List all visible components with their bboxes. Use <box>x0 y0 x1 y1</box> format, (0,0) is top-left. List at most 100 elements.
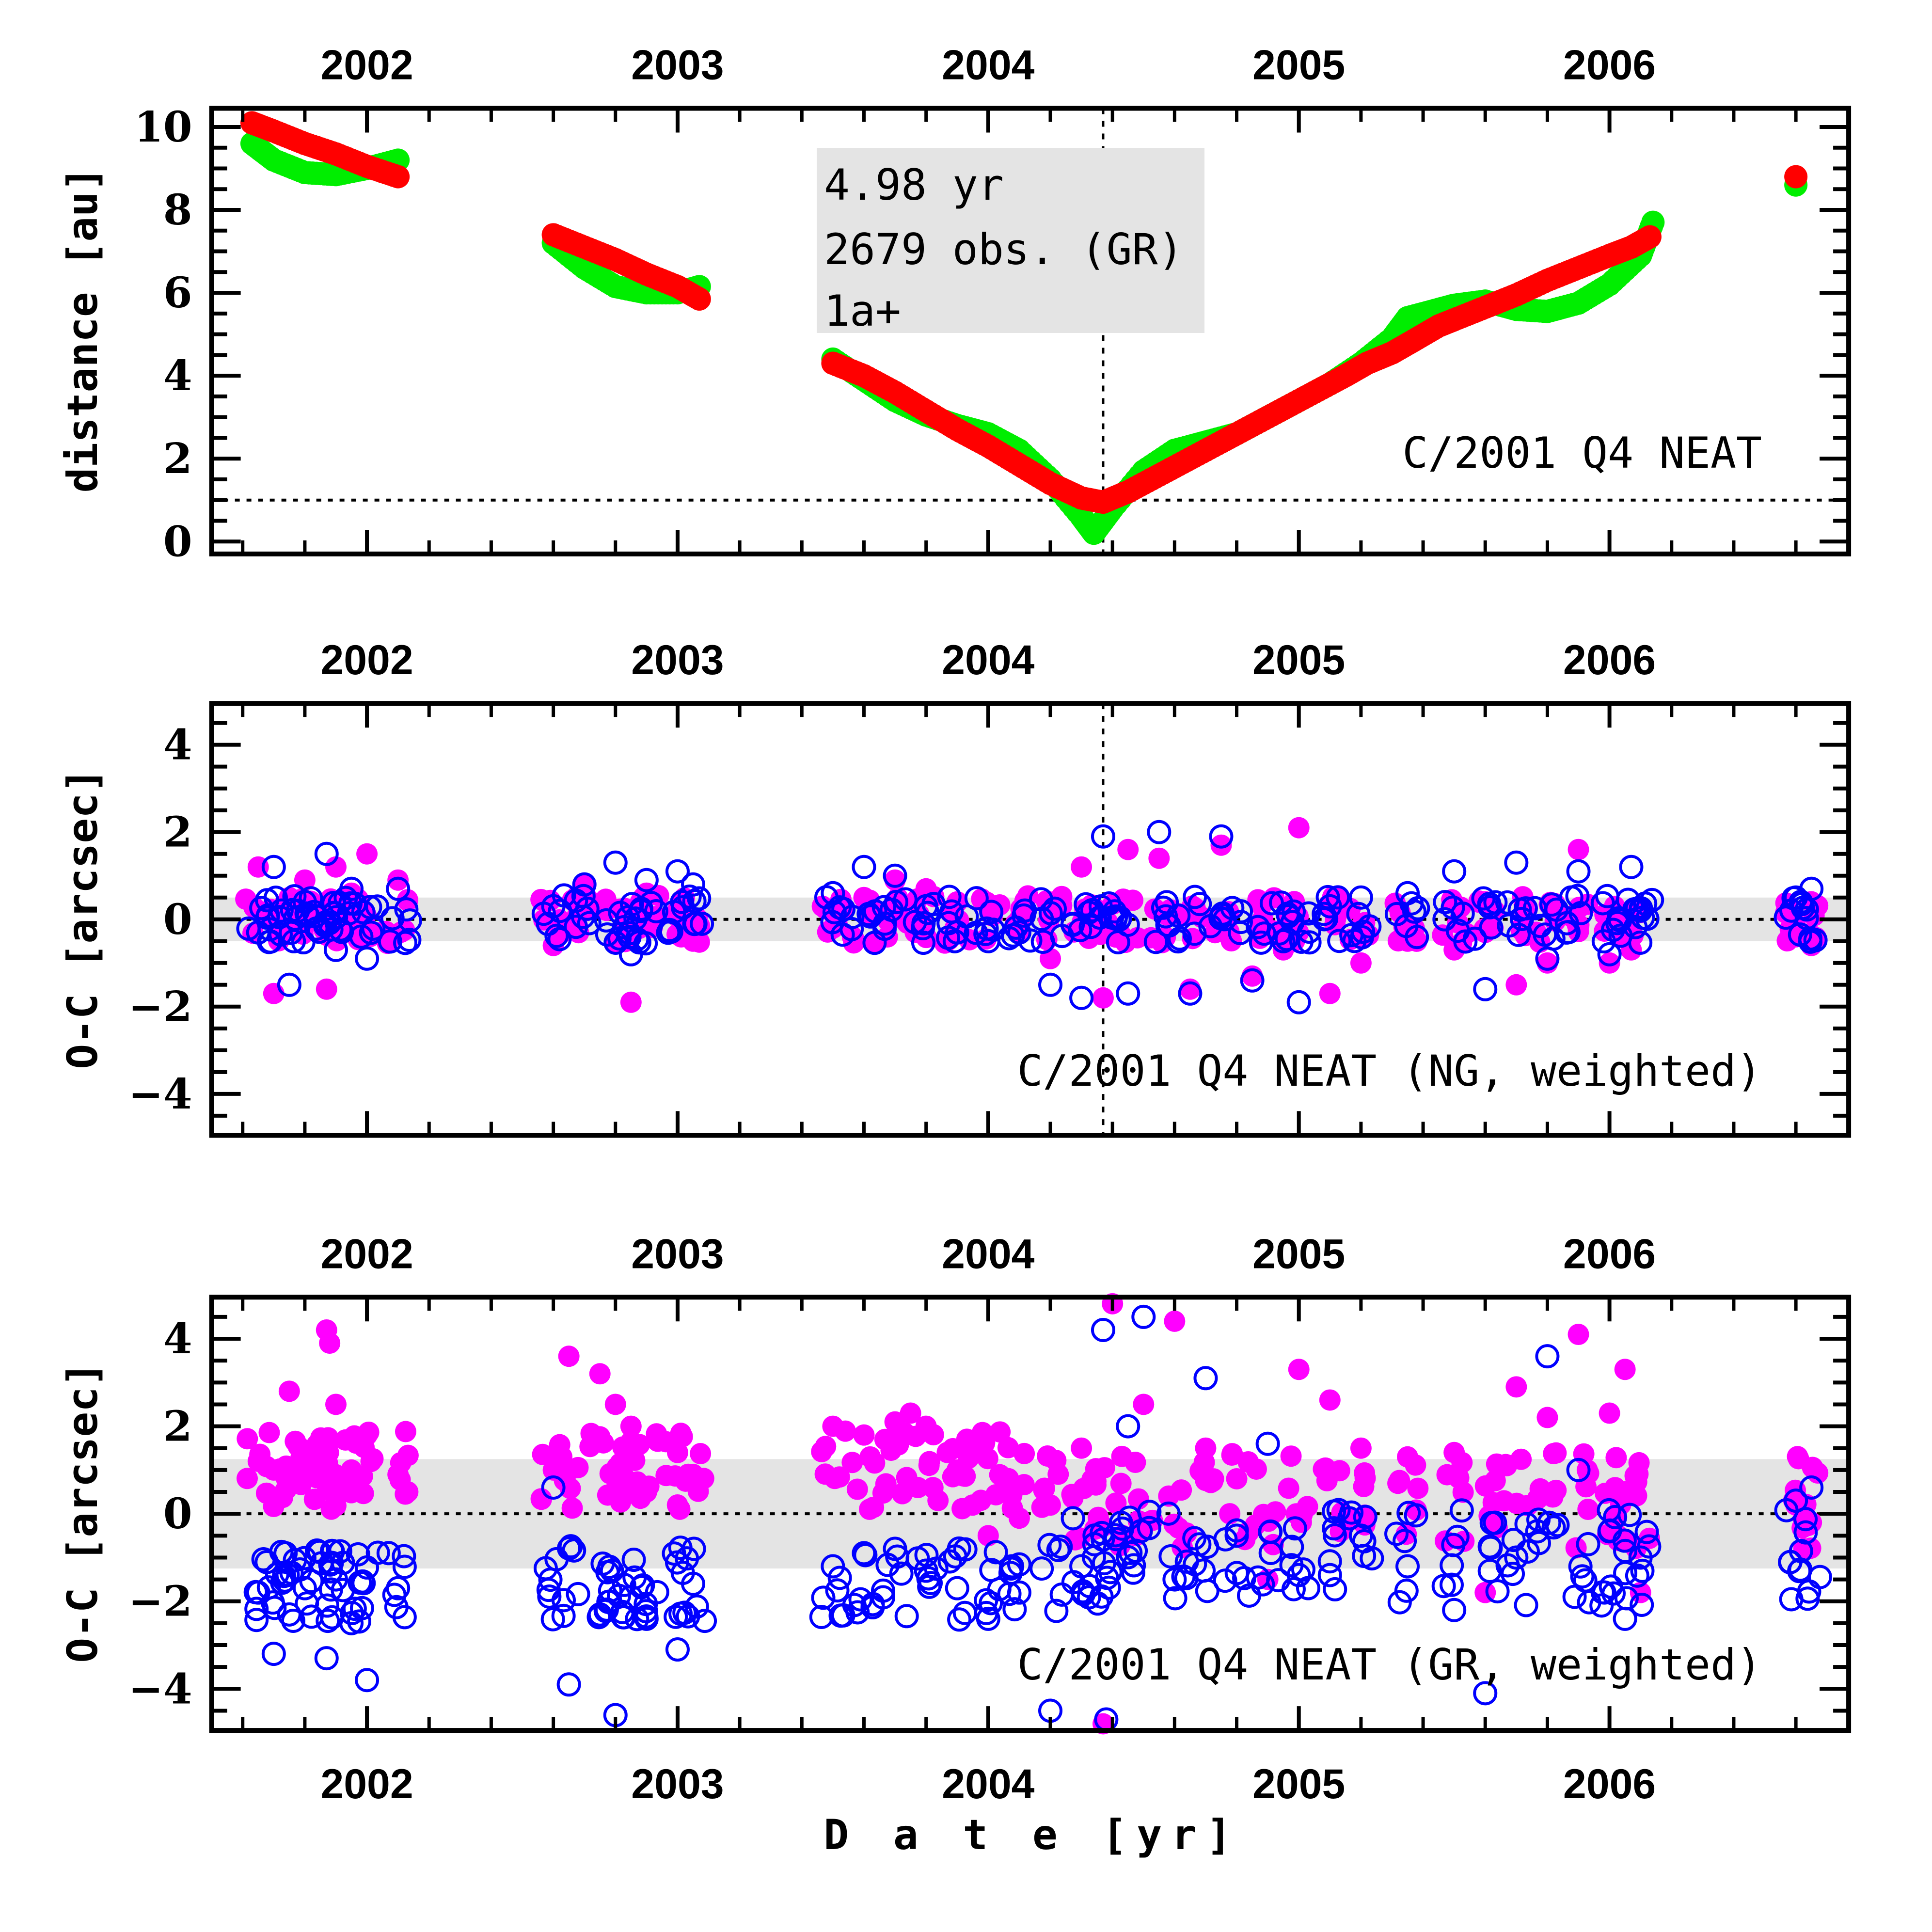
data-point <box>983 1540 1008 1565</box>
y-tick-label: −4 <box>128 1070 192 1119</box>
data-point <box>314 841 339 866</box>
data-point <box>1137 1516 1161 1540</box>
data-point <box>1074 892 1098 917</box>
data-point <box>1788 922 1812 947</box>
data-point <box>1605 1447 1627 1469</box>
data-point <box>530 1488 552 1510</box>
data-point <box>1224 1518 1249 1543</box>
data-point <box>911 911 936 935</box>
data-point <box>394 897 419 922</box>
data-point <box>1477 1559 1502 1584</box>
data-point <box>629 1575 654 1599</box>
data-point <box>1493 1490 1515 1512</box>
data-point <box>1163 1586 1188 1611</box>
panel-oc-ng: 2002 2003 2004 2005 2006 −4 −2 0 2 4 <box>128 637 1852 1138</box>
data-point <box>378 929 402 954</box>
data-point <box>1156 1501 1181 1526</box>
data-point <box>675 1470 697 1492</box>
data-point <box>628 1434 650 1456</box>
data-point <box>1323 1577 1347 1601</box>
data-point <box>900 1402 921 1424</box>
data-point <box>1048 1535 1073 1559</box>
info-box-background <box>817 148 1204 333</box>
data-point <box>1626 1471 1647 1493</box>
data-point <box>1117 839 1139 860</box>
data-point <box>1597 942 1622 966</box>
data-point <box>852 855 876 879</box>
data-point <box>973 921 998 946</box>
y-tick-label: 4 <box>163 721 192 770</box>
info-line-obs: 2679 obs. (GR) <box>824 224 1184 274</box>
data-point <box>269 898 294 923</box>
data-point <box>626 1471 648 1493</box>
year-tick-label: 2005 <box>1252 1231 1345 1277</box>
data-point <box>1071 856 1093 878</box>
data-point <box>1148 847 1170 869</box>
data-point <box>292 1546 317 1570</box>
data-point <box>1537 1510 1562 1535</box>
data-point <box>1449 1498 1474 1523</box>
data-point <box>1599 1402 1620 1424</box>
data-point <box>1122 889 1144 911</box>
data-point <box>594 908 618 933</box>
data-point <box>386 876 411 901</box>
y-tick-label: 2 <box>163 1402 192 1451</box>
data-point <box>537 1584 562 1609</box>
data-point <box>1317 1563 1342 1587</box>
year-tick-label: 2003 <box>631 637 724 683</box>
data-point <box>1630 1558 1655 1583</box>
data-point <box>382 1583 407 1607</box>
data-point <box>376 1541 401 1566</box>
data-point <box>351 1465 373 1487</box>
data-point <box>303 1489 325 1510</box>
data-point <box>883 863 907 888</box>
data-point <box>1614 1359 1636 1380</box>
data-point <box>256 930 281 954</box>
data-point <box>1281 899 1306 924</box>
data-point <box>1505 1376 1527 1398</box>
data-point <box>1774 1498 1799 1522</box>
data-point <box>1002 1597 1027 1622</box>
year-tick-label: 2003 <box>631 42 724 88</box>
data-point <box>1031 1496 1053 1518</box>
data-point <box>922 1477 944 1499</box>
data-point <box>1280 1445 1302 1467</box>
data-point <box>964 886 989 911</box>
data-point <box>1061 1506 1085 1531</box>
year-tick-label: 2006 <box>1563 637 1656 683</box>
data-point <box>1505 974 1527 996</box>
y-tick-label: −4 <box>128 1664 192 1713</box>
data-point <box>1319 1389 1341 1411</box>
data-point <box>1228 920 1252 945</box>
data-point <box>1001 1484 1023 1506</box>
data-point <box>1440 1553 1464 1578</box>
data-point <box>669 1498 691 1520</box>
data-point <box>1312 907 1336 932</box>
data-point <box>1483 890 1508 915</box>
data-point <box>821 1554 845 1579</box>
data-point <box>1061 912 1085 936</box>
data-point <box>1504 850 1529 875</box>
data-point <box>1210 834 1232 856</box>
data-point <box>922 1424 944 1446</box>
year-tick-label: 2002 <box>320 1231 413 1277</box>
data-point <box>1601 1581 1626 1606</box>
data-point <box>315 1593 339 1618</box>
data-point <box>979 1591 1003 1615</box>
data-point <box>894 1604 919 1629</box>
data-point <box>977 1448 998 1470</box>
data-point <box>846 1478 868 1500</box>
data-point <box>263 886 288 910</box>
data-point <box>1044 1599 1069 1623</box>
data-point <box>339 1601 364 1626</box>
info-line-arc: 4.98 yr <box>824 160 1004 210</box>
data-point <box>1613 1561 1638 1585</box>
ylabel-top: distance [au] <box>59 166 107 492</box>
data-point <box>547 927 572 951</box>
data-point <box>1474 1475 1496 1497</box>
data-point <box>1327 929 1352 953</box>
data-point <box>393 931 418 955</box>
data-point <box>1110 1473 1132 1494</box>
data-point <box>620 991 642 1013</box>
panel-distance: 2002 2003 2004 2005 2006 0 2 4 6 8 10 <box>134 42 1852 566</box>
